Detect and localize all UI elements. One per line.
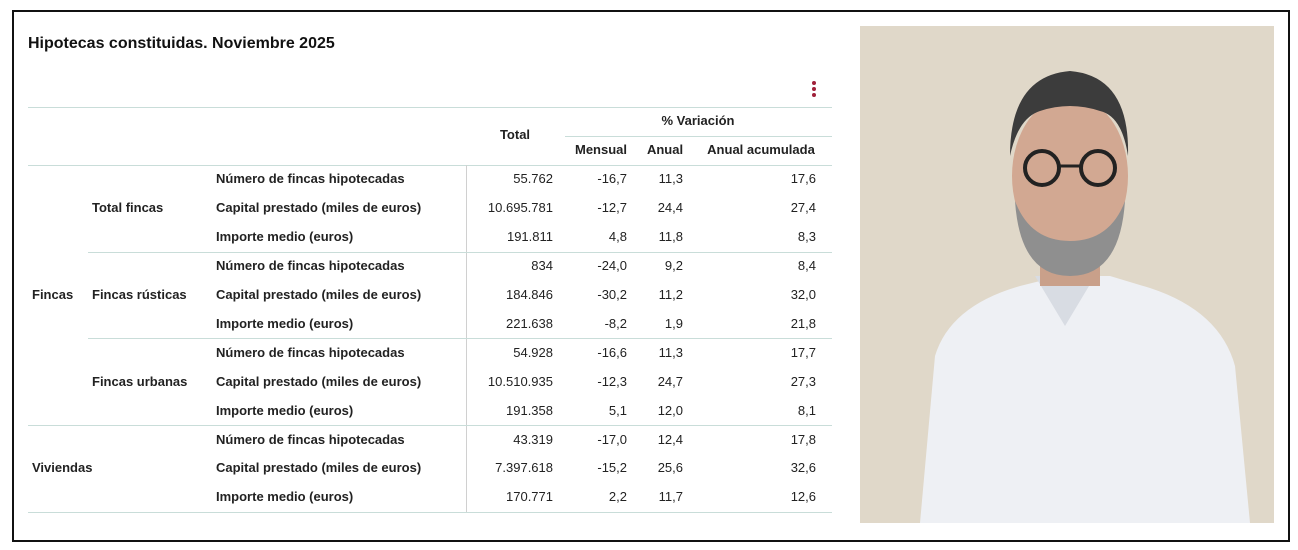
cell-variation: 11,3 — [658, 344, 683, 360]
cell-variation: -17,0 — [597, 431, 627, 447]
cell-total: 221.638 — [506, 315, 553, 331]
row-concept: Importe medio (euros) — [216, 402, 354, 418]
row-concept: Número de fincas hipotecadas — [216, 431, 405, 447]
subsection-label: Fincas urbanas — [92, 373, 188, 389]
cell-total: 7.397.618 — [495, 460, 553, 476]
cell-variation: -24,0 — [597, 258, 627, 274]
cell-total: 54.928 — [513, 344, 553, 360]
row-concept: Número de fincas hipotecadas — [216, 171, 405, 187]
cell-total: 191.358 — [506, 402, 553, 418]
cell-variation: -16,6 — [597, 344, 627, 360]
cell-variation: 17,8 — [790, 431, 816, 447]
header-rule — [565, 136, 832, 137]
header-column: Mensual — [574, 142, 627, 157]
cell-variation: 8,4 — [797, 258, 816, 274]
cell-variation: -12,7 — [597, 200, 627, 216]
cell-total: 10.510.935 — [487, 373, 553, 389]
subsection-label: Total fincas — [92, 200, 164, 216]
cell-variation: 25,6 — [657, 460, 683, 476]
cell-variation: 12,6 — [790, 489, 816, 505]
row-rule — [88, 252, 832, 253]
row-concept: Número de fincas hipotecadas — [216, 344, 405, 360]
menu-dot — [812, 87, 816, 91]
cell-total: 184.846 — [506, 287, 553, 303]
row-rule — [28, 425, 832, 426]
row-concept: Capital prestado (miles de euros) — [216, 200, 422, 216]
cell-variation: 32,0 — [790, 287, 816, 303]
cell-variation: 11,7 — [658, 489, 683, 505]
cell-variation: 9,2 — [664, 258, 683, 274]
cell-total: 43.319 — [513, 431, 553, 447]
menu-dot — [812, 81, 816, 85]
cell-variation: 17,7 — [790, 344, 816, 360]
header-column: Anual — [646, 142, 684, 157]
row-concept: Importe medio (euros) — [216, 315, 354, 331]
cell-variation: 4,8 — [608, 229, 627, 245]
section-label: Fincas — [32, 287, 74, 303]
cell-variation: 11,3 — [658, 171, 683, 187]
cell-variation: 24,4 — [657, 200, 683, 216]
menu-dot — [812, 93, 816, 97]
cell-variation: 32,6 — [790, 460, 816, 476]
column-divider — [466, 165, 467, 513]
cell-variation: 1,9 — [664, 315, 683, 331]
subsection-label: Fincas rústicas — [92, 287, 187, 303]
row-concept: Número de fincas hipotecadas — [216, 258, 405, 274]
cell-total: 10.695.781 — [487, 200, 553, 216]
header-rule — [28, 107, 832, 108]
cell-variation: -30,2 — [597, 287, 627, 303]
cell-variation: 27,4 — [790, 200, 816, 216]
header-variation: % Variación — [661, 113, 735, 128]
cell-variation: 21,8 — [790, 315, 816, 331]
cell-variation: 17,6 — [790, 171, 816, 187]
cell-variation: 12,0 — [657, 402, 683, 418]
row-rule — [28, 512, 832, 513]
cell-total: 55.762 — [513, 171, 553, 187]
row-concept: Importe medio (euros) — [216, 489, 354, 505]
row-concept: Capital prestado (miles de euros) — [216, 287, 422, 303]
cell-variation: 2,2 — [608, 489, 627, 505]
cell-variation: -15,2 — [597, 460, 627, 476]
cell-variation: 27,3 — [790, 373, 816, 389]
cell-variation: 11,2 — [658, 287, 683, 303]
cell-total: 834 — [531, 258, 553, 274]
header-column: Anual acumulada — [707, 142, 815, 157]
row-rule — [88, 338, 832, 339]
cell-variation: -16,7 — [597, 171, 627, 187]
cell-variation: 12,4 — [657, 431, 683, 447]
row-concept: Capital prestado (miles de euros) — [216, 460, 422, 476]
cell-variation: 8,1 — [797, 402, 816, 418]
cell-total: 191.811 — [506, 229, 553, 245]
cell-variation: 11,8 — [658, 229, 683, 245]
portrait-photo — [860, 26, 1274, 523]
frame — [12, 10, 1290, 542]
row-concept: Capital prestado (miles de euros) — [216, 373, 422, 389]
cell-variation: 8,3 — [797, 229, 816, 245]
section-label: Viviendas — [32, 460, 93, 476]
cell-variation: 24,7 — [657, 373, 683, 389]
cell-variation: -8,2 — [604, 315, 627, 331]
header-total: Total — [499, 127, 531, 142]
cell-variation: -12,3 — [597, 373, 627, 389]
cell-variation: 5,1 — [608, 402, 627, 418]
table-title: Hipotecas constituidas. Noviembre 2025 — [28, 35, 335, 52]
cell-total: 170.771 — [506, 489, 553, 505]
row-concept: Importe medio (euros) — [216, 229, 354, 245]
header-rule — [28, 165, 832, 166]
